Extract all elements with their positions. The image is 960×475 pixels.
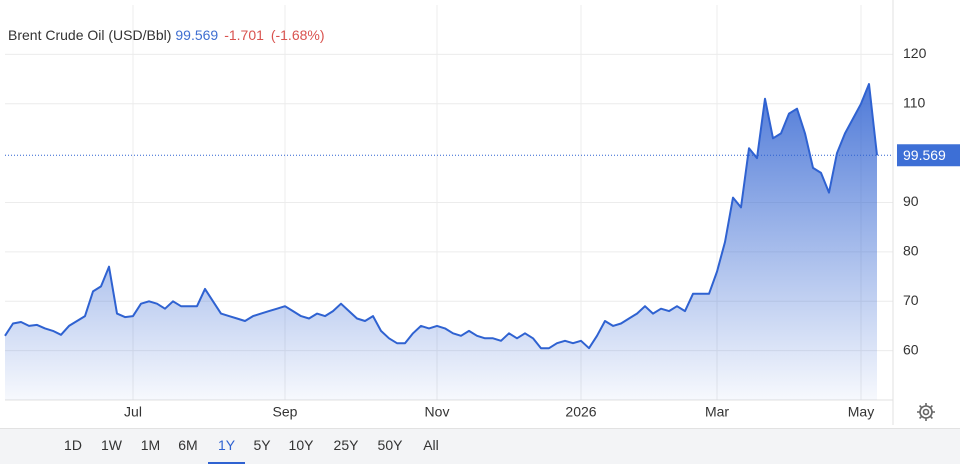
- y-tick-label: 120: [903, 45, 927, 61]
- y-tick-label: 90: [903, 193, 919, 209]
- x-tick-label: Jul: [124, 404, 142, 420]
- range-button[interactable]: 1W: [101, 437, 122, 453]
- range-button[interactable]: 1M: [140, 437, 161, 453]
- y-tick-label: 110: [903, 94, 926, 110]
- y-tick-label: 60: [903, 341, 919, 357]
- last-value: 99.569: [175, 27, 219, 43]
- area: [5, 84, 877, 400]
- last-value-badge: [897, 144, 960, 167]
- x-tick-label: May: [848, 404, 874, 420]
- x-tick-label: Mar: [705, 404, 729, 420]
- y-tick-label: 80: [903, 243, 919, 259]
- range-button[interactable]: 5Y: [253, 437, 271, 453]
- range-bar: 1D 1W 1M 6M 1Y 5Y 10Y 25Y 50Y All: [0, 428, 960, 464]
- range-button[interactable]: 50Y: [377, 437, 403, 453]
- x-tick-label: Sep: [273, 404, 298, 420]
- settings-icon[interactable]: [917, 403, 935, 421]
- line: [4, 83, 878, 350]
- chart-title: Brent Crude Oil (USD/Bbl): [8, 27, 172, 43]
- range-button[interactable]: 25Y: [333, 437, 359, 453]
- change-percent: (-1.68%): [270, 27, 325, 43]
- chart: 60 70 80 90 110 120 Jul Sep Nov 2026 Mar May 99.569: [4, 0, 960, 425]
- y-tick-label: 70: [903, 292, 919, 308]
- x-tick-label: Nov: [425, 404, 450, 420]
- range-button[interactable]: 1Y: [208, 429, 245, 464]
- header: Brent Crude Oil (USD/Bbl) 99.569 -1.701 (-…: [8, 27, 325, 43]
- x-tick-label: 2026: [565, 404, 596, 420]
- last-value-label: 99.569: [903, 147, 946, 163]
- range-button[interactable]: 6M: [178, 437, 198, 453]
- range-button[interactable]: 1D: [64, 437, 82, 453]
- range-button[interactable]: All: [423, 437, 439, 453]
- change: -1.701: [224, 27, 264, 43]
- range-button[interactable]: 10Y: [288, 437, 314, 453]
